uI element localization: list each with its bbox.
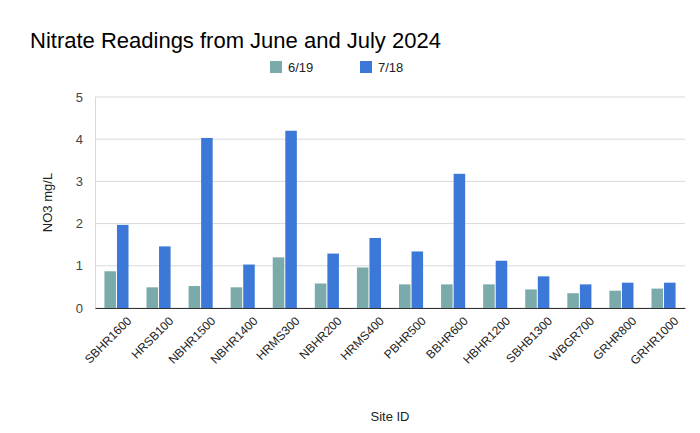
bar <box>243 265 255 308</box>
x-tick: HRMS400 <box>338 308 387 363</box>
y-axis-line <box>95 98 96 309</box>
plot: 0 1 2 3 4 5 SBHR1600HRSB100NBHR1500NBHR1400HRM… <box>76 90 686 368</box>
y-tick: 3 <box>76 174 95 189</box>
bar <box>622 283 634 308</box>
bar <box>454 174 466 308</box>
grid-line <box>95 97 685 98</box>
x-axis: SBHR1600HRSB100NBHR1500NBHR1400HRMS300NB… <box>82 308 686 368</box>
grid-line <box>95 139 685 140</box>
bar <box>327 254 339 308</box>
legend-label: 6/19 <box>288 60 313 75</box>
bar <box>441 284 453 308</box>
y-tick: 5 <box>76 90 95 105</box>
series <box>117 131 676 308</box>
legend-swatch <box>360 61 372 73</box>
bar <box>147 287 159 308</box>
y-tick: 1 <box>76 258 95 273</box>
bar <box>483 284 495 308</box>
y-tick-label: 3 <box>76 174 83 189</box>
bar <box>580 284 592 308</box>
legend-item: 7/18 <box>360 60 403 75</box>
x-tick: WBGR700 <box>547 308 598 364</box>
x-tick: SBHR1600 <box>82 308 135 366</box>
legend: 6/19 7/18 <box>270 60 403 75</box>
bar <box>159 246 171 308</box>
y-axis: 0 1 2 3 4 5 <box>76 90 96 316</box>
y-tick-label: 2 <box>76 216 83 231</box>
bar <box>651 289 663 308</box>
bar <box>496 261 508 308</box>
series <box>104 257 663 308</box>
y-tick-label: 1 <box>76 258 83 273</box>
grid <box>95 97 685 308</box>
legend-label: 7/18 <box>378 60 403 75</box>
bar <box>315 284 327 308</box>
bar <box>104 271 116 308</box>
y-tick-label: 4 <box>76 132 83 147</box>
bar <box>399 284 411 308</box>
y-axis-title: NO3 mg/L <box>40 173 55 232</box>
bar <box>525 289 537 308</box>
grid-line <box>95 223 685 224</box>
x-tick: HRMS300 <box>254 308 303 363</box>
chart: Nitrate Readings from June and July 2024… <box>0 0 700 433</box>
x-tick: PBHR500 <box>381 308 429 362</box>
legend-swatch <box>270 61 282 73</box>
bar <box>273 257 285 308</box>
y-tick-label: 0 <box>76 301 83 316</box>
x-tick-label: SBHB1300 <box>503 314 555 366</box>
grid-line <box>95 181 685 182</box>
bar <box>412 251 424 308</box>
x-tick-label: HRMS300 <box>254 314 303 363</box>
title: Nitrate Readings from June and July 2024 <box>30 28 441 53</box>
bar <box>189 286 201 308</box>
x-tick-label: PBHR500 <box>381 314 429 362</box>
x-tick: SBHB1300 <box>503 308 555 366</box>
y-tick: 0 <box>76 301 95 316</box>
x-tick-label: WBGR700 <box>547 314 598 365</box>
x-tick: NBHR1400 <box>208 308 261 367</box>
y-tick: 4 <box>76 132 95 147</box>
bar <box>231 287 243 308</box>
bar <box>567 293 579 308</box>
x-tick: GRHR1000 <box>628 308 682 368</box>
bar <box>117 225 129 308</box>
bar <box>664 283 676 308</box>
bar <box>285 131 297 308</box>
x-tick-label: NBHR1400 <box>208 314 261 367</box>
x-tick-label: SBHR1600 <box>82 314 135 367</box>
bar <box>369 238 381 308</box>
bar <box>201 138 213 308</box>
bar <box>357 267 369 308</box>
x-tick-label: NBHR200 <box>297 314 345 362</box>
x-tick-label: HRMS400 <box>338 314 387 363</box>
x-axis-title: Site ID <box>370 409 409 424</box>
y-tick-label: 5 <box>76 90 83 105</box>
legend-item: 6/19 <box>270 60 313 75</box>
x-tick-label: GRHR1000 <box>628 314 682 368</box>
bar <box>538 276 550 308</box>
grid-line <box>95 265 685 266</box>
bar <box>609 291 621 308</box>
x-axis-line <box>96 308 686 309</box>
grid-line <box>95 308 685 309</box>
bars <box>104 131 675 308</box>
y-tick: 2 <box>76 216 95 231</box>
